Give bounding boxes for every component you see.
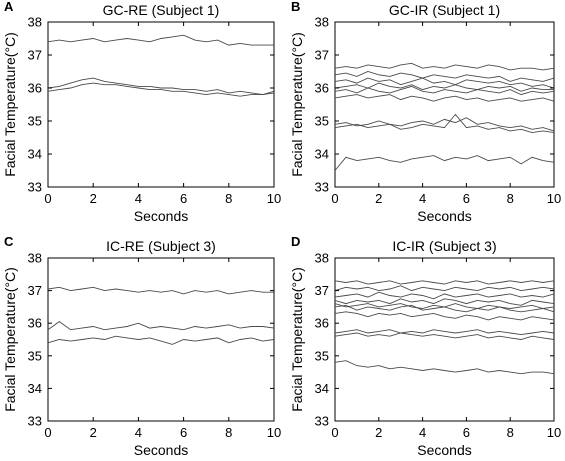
- x-tick-label: 2: [90, 425, 97, 440]
- series-line-1: [47, 34, 274, 46]
- x-tick-label: 6: [463, 425, 470, 440]
- y-tick-label: 35: [315, 114, 329, 129]
- y-tick-label: 38: [315, 15, 329, 30]
- y-tick-label: 36: [28, 316, 42, 331]
- x-tick-label: 8: [225, 425, 232, 440]
- x-tick-label: 4: [135, 191, 142, 206]
- panel-title: GC-IR (Subject 1): [389, 2, 500, 18]
- series-line-2: [47, 321, 275, 331]
- series-line-4: [334, 298, 555, 306]
- x-tick-label: 0: [44, 425, 51, 440]
- panel-letter: A: [4, 0, 14, 14]
- series-line-3: [47, 335, 275, 345]
- x-tick-label: 10: [267, 425, 281, 440]
- x-tick-label: 10: [547, 191, 561, 206]
- y-tick-label: 35: [28, 114, 42, 129]
- x-tick-label: 10: [267, 191, 281, 206]
- series-line-9: [334, 155, 555, 171]
- series-line-2: [334, 71, 555, 82]
- series-line-1: [334, 280, 555, 285]
- x-tick-label: 2: [90, 191, 97, 206]
- y-tick-label: 34: [28, 381, 42, 396]
- plot-frame: [47, 21, 275, 188]
- x-tick-label: 4: [419, 191, 426, 206]
- y-axis-label: Facial Temperature(°C): [2, 32, 18, 177]
- x-tick-label: 4: [135, 425, 142, 440]
- y-tick-label: 36: [315, 81, 329, 96]
- x-tick-label: 4: [419, 425, 426, 440]
- x-axis-label: Seconds: [417, 442, 471, 458]
- series-line-1: [47, 286, 274, 295]
- y-tick-label: 33: [315, 180, 329, 195]
- x-tick-label: 2: [375, 191, 382, 206]
- y-axis-label: Facial Temperature(°C): [2, 267, 18, 412]
- series-line-9: [334, 332, 555, 340]
- y-tick-label: 38: [315, 251, 329, 266]
- series-line-4: [334, 82, 554, 92]
- x-tick-label: 8: [225, 191, 232, 206]
- series-line-6: [334, 304, 555, 313]
- y-tick-label: 37: [28, 48, 42, 63]
- series-line-3: [334, 291, 555, 300]
- y-tick-label: 37: [315, 283, 329, 298]
- y-axis-label: Facial Temperature(°C): [289, 32, 305, 177]
- x-tick-label: 6: [463, 191, 470, 206]
- x-tick-label: 6: [180, 191, 187, 206]
- series-line-6: [334, 94, 555, 102]
- series-line-5: [334, 85, 555, 96]
- x-tick-label: 0: [44, 191, 51, 206]
- series-line-2: [334, 285, 555, 292]
- y-tick-label: 37: [315, 48, 329, 63]
- plot-frame: [47, 257, 275, 422]
- series-line-3: [334, 77, 555, 89]
- panel-b: 0 2 4 6 8 10 33 34 35 36 37 38 GC-IR (Subject 1) B Sec…: [289, 0, 561, 224]
- y-tick-label: 33: [28, 180, 42, 195]
- panel-d: 0 2 4 6 8 10 33 34 35 36 37 38 IC-IR (Subject 3) D Sec…: [289, 234, 561, 458]
- series-line-10: [334, 360, 555, 375]
- panel-letter: B: [291, 0, 300, 14]
- x-tick-label: 10: [547, 425, 561, 440]
- series-line-7: [334, 311, 555, 321]
- x-axis-label: Seconds: [134, 208, 188, 224]
- x-axis-label: Seconds: [134, 442, 188, 458]
- panel-c: 0 2 4 6 8 10 33 34 35 36 37 38 IC-RE (Subject 3) C Sec…: [2, 234, 281, 458]
- y-axis-label: Facial Temperature(°C): [289, 267, 305, 412]
- y-tick-label: 38: [28, 251, 42, 266]
- y-tick-label: 35: [28, 348, 42, 363]
- y-tick-label: 34: [315, 147, 329, 162]
- y-tick-label: 36: [315, 316, 329, 331]
- y-tick-label: 35: [315, 348, 329, 363]
- x-tick-label: 2: [375, 425, 382, 440]
- y-tick-label: 37: [28, 283, 42, 298]
- y-tick-label: 38: [28, 15, 42, 30]
- series-line-2: [47, 77, 275, 96]
- series-line-1: [334, 62, 555, 71]
- y-tick-label: 34: [315, 381, 329, 396]
- x-tick-label: 8: [507, 425, 514, 440]
- panel-title: IC-IR (Subject 3): [392, 238, 496, 254]
- panel-letter: D: [291, 234, 300, 249]
- x-tick-label: 8: [507, 191, 514, 206]
- series-line-7: [334, 117, 555, 132]
- series-line-8: [334, 329, 555, 336]
- y-tick-label: 33: [28, 414, 42, 429]
- plot-frame: [334, 21, 555, 188]
- x-tick-label: 0: [331, 191, 338, 206]
- series-line-8: [334, 113, 555, 134]
- panel-a: 0 2 4 6 8 10 33 34 35 36 37 38 GC-RE (Subject 1) A Sec…: [2, 0, 281, 224]
- y-tick-label: 36: [28, 81, 42, 96]
- panel-letter: C: [4, 234, 14, 249]
- x-tick-label: 0: [331, 425, 338, 440]
- x-tick-label: 6: [180, 425, 187, 440]
- y-tick-label: 34: [28, 147, 42, 162]
- x-axis-label: Seconds: [417, 208, 471, 224]
- panel-title: GC-RE (Subject 1): [103, 2, 220, 18]
- y-tick-label: 33: [315, 414, 329, 429]
- series-line-3: [47, 82, 275, 97]
- panel-title: IC-RE (Subject 3): [106, 238, 216, 254]
